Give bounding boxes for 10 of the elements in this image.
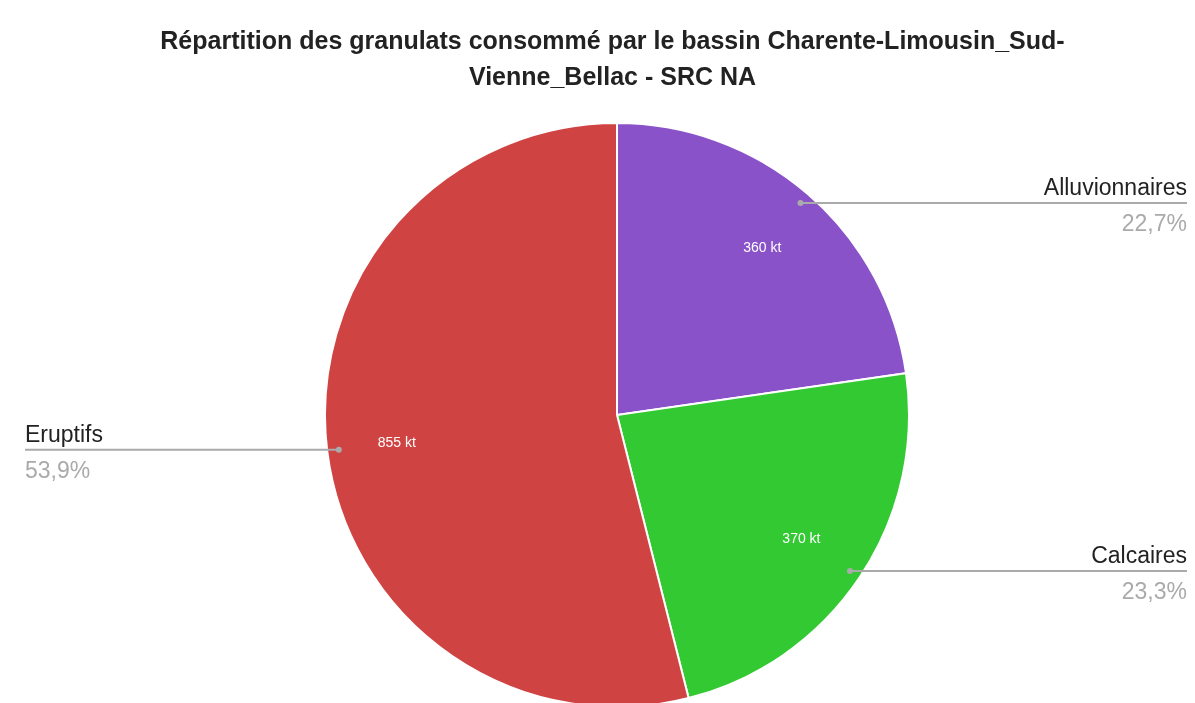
text: 53,9% <box>25 456 91 483</box>
slice-label: Calcaires <box>1091 541 1187 568</box>
data-label: 360 kt <box>743 239 782 256</box>
slice-label: Alluvionnaires <box>1043 174 1187 201</box>
text: 23,3% <box>1121 577 1187 604</box>
data-label: 370 kt <box>782 530 821 547</box>
slice-label: Eruptifs <box>25 420 103 447</box>
text: 22,7% <box>1121 210 1187 237</box>
chart-title: Répartition des granulats consommé par le bassin Charente-Limousin_Sud-Vienne_Bellac - SRC NA <box>159 25 1066 92</box>
data-label: 855 kt <box>377 434 416 451</box>
